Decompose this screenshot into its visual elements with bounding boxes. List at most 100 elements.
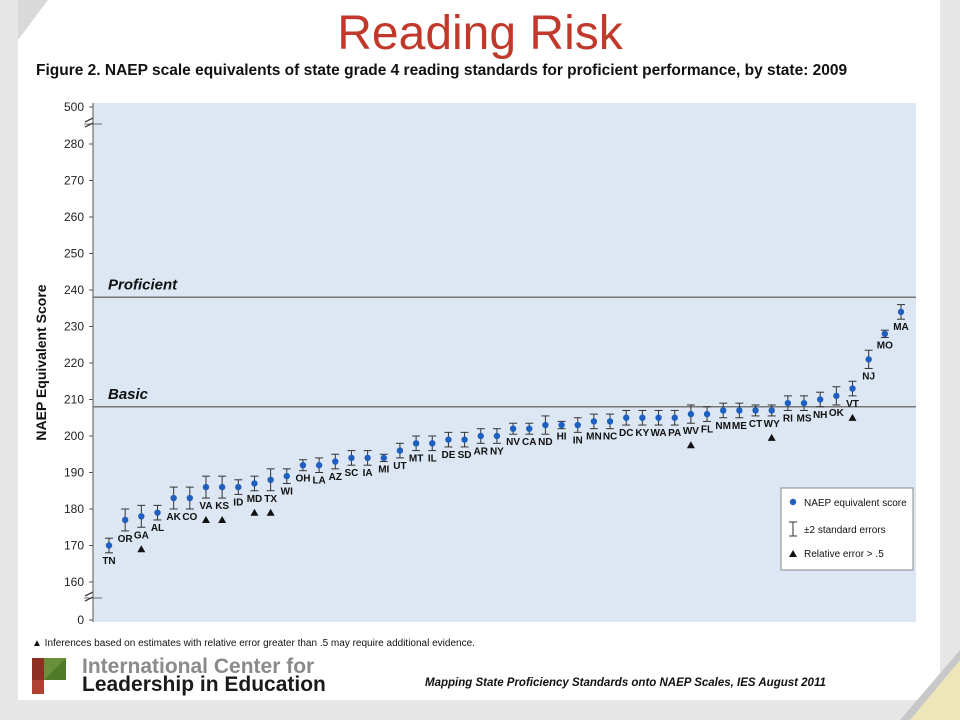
state-label: SD bbox=[458, 450, 472, 461]
state-label: WI bbox=[281, 486, 293, 497]
state-label: WY bbox=[764, 419, 780, 430]
y-tick-label: 260 bbox=[64, 210, 84, 224]
data-point bbox=[412, 440, 420, 447]
legend-label: NAEP equivalent score bbox=[804, 498, 907, 509]
state-label: MD bbox=[247, 494, 263, 505]
data-point bbox=[477, 432, 484, 440]
state-label: CT bbox=[749, 419, 762, 430]
state-label: HI bbox=[557, 432, 567, 443]
data-point bbox=[897, 308, 905, 316]
data-point bbox=[283, 472, 290, 480]
data-point bbox=[445, 436, 452, 443]
y-tick-label: 230 bbox=[64, 320, 84, 334]
data-point bbox=[655, 414, 662, 421]
data-point bbox=[315, 462, 323, 469]
state-label: AL bbox=[151, 523, 164, 534]
data-point bbox=[623, 414, 630, 421]
state-label: AZ bbox=[329, 472, 342, 483]
state-label: FL bbox=[701, 424, 713, 435]
data-point bbox=[703, 410, 711, 418]
y-tick-label: 0 bbox=[77, 613, 84, 627]
relative-error-marker bbox=[218, 516, 227, 524]
logo-text-line2: Leadership in Education bbox=[82, 673, 326, 696]
state-label: ID bbox=[233, 497, 243, 508]
figure-caption: Figure 2. NAEP scale equivalents of stat… bbox=[36, 62, 848, 79]
state-label: CA bbox=[522, 437, 536, 448]
legend-label: ±2 standard errors bbox=[804, 525, 886, 536]
state-label: NC bbox=[603, 432, 617, 443]
state-label: UT bbox=[393, 461, 406, 472]
data-point bbox=[493, 432, 501, 440]
figure-footnote: ▲ Inferences based on estimates with rel… bbox=[32, 638, 475, 649]
data-point bbox=[639, 414, 646, 421]
state-label: PA bbox=[668, 428, 681, 439]
data-point bbox=[833, 392, 840, 400]
slide-title: Reading Risk bbox=[337, 7, 623, 60]
state-label: OR bbox=[118, 534, 134, 545]
state-label: TX bbox=[264, 494, 277, 505]
state-label: KY bbox=[635, 428, 649, 439]
state-label: OK bbox=[829, 408, 845, 419]
legend-triangle-swatch bbox=[789, 550, 797, 557]
relative-error-marker bbox=[686, 441, 695, 449]
legend-box bbox=[780, 487, 914, 571]
data-point bbox=[235, 483, 242, 491]
data-point bbox=[865, 356, 872, 363]
y-tick-label: 180 bbox=[64, 502, 84, 516]
state-label: WV bbox=[683, 426, 699, 437]
data-point bbox=[267, 476, 274, 483]
state-label: GA bbox=[134, 530, 149, 541]
state-label: NV bbox=[506, 437, 520, 448]
data-point bbox=[186, 494, 194, 502]
state-label: WA bbox=[650, 428, 666, 439]
data-point bbox=[720, 407, 727, 414]
data-point bbox=[509, 425, 517, 432]
state-label: IL bbox=[428, 454, 437, 465]
data-point bbox=[364, 454, 371, 462]
y-tick-label: 210 bbox=[64, 393, 84, 407]
data-point bbox=[299, 462, 307, 469]
plot-area bbox=[93, 103, 916, 622]
state-label: RI bbox=[783, 413, 793, 424]
y-tick-label: 270 bbox=[64, 174, 84, 188]
data-point bbox=[154, 509, 161, 516]
state-label: DC bbox=[619, 428, 633, 439]
state-label: MN bbox=[586, 432, 602, 443]
data-point bbox=[218, 483, 226, 491]
source-citation: Mapping State Proficiency Standards onto… bbox=[425, 677, 826, 689]
data-point bbox=[784, 399, 792, 407]
y-axis-label: NAEP Equivalent Score bbox=[33, 284, 49, 440]
state-label: CO bbox=[182, 512, 197, 523]
axis-break-mark bbox=[84, 117, 94, 128]
state-label: AK bbox=[166, 512, 181, 523]
logo-text-line1: International Center for bbox=[82, 655, 315, 678]
data-point bbox=[105, 542, 113, 549]
relative-error-marker bbox=[250, 508, 259, 516]
data-point bbox=[816, 396, 824, 403]
state-label: VT bbox=[846, 399, 859, 410]
data-point bbox=[752, 407, 759, 414]
state-label: NY bbox=[490, 446, 504, 457]
state-label: VA bbox=[199, 501, 212, 512]
data-point bbox=[429, 440, 436, 447]
data-point bbox=[542, 421, 549, 429]
state-label: OH bbox=[295, 474, 310, 485]
data-point bbox=[380, 454, 387, 462]
y-tick-label: 200 bbox=[64, 429, 84, 443]
legend-point-swatch bbox=[789, 498, 797, 506]
state-label: IA bbox=[363, 468, 373, 479]
data-point bbox=[687, 410, 695, 418]
data-point bbox=[461, 436, 468, 443]
data-point bbox=[606, 418, 614, 425]
data-point bbox=[800, 399, 808, 407]
y-tick-label: 280 bbox=[64, 137, 84, 151]
state-label: ME bbox=[732, 421, 747, 432]
state-label: DE bbox=[441, 450, 455, 461]
data-point bbox=[348, 454, 355, 462]
data-point bbox=[170, 494, 177, 502]
state-label: TN bbox=[102, 556, 115, 567]
data-point bbox=[881, 330, 889, 337]
y-tick-label: 160 bbox=[64, 575, 84, 589]
state-label: IN bbox=[573, 435, 583, 446]
reference-line-label: Proficient bbox=[108, 276, 178, 293]
